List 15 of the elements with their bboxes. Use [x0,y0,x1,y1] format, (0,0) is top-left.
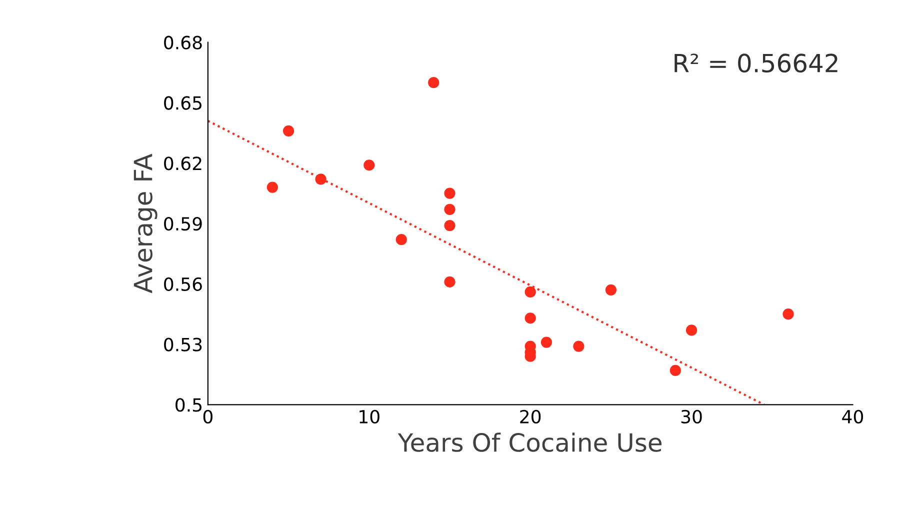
x-tick-label: 10 [360,410,380,424]
y-tick-label: 0.56 [164,277,202,292]
y-tick-label: 0.59 [164,216,202,231]
y-tick-label: 0.53 [164,338,202,352]
y-axis-title: Average FA [134,154,158,294]
x-axis-title: Years Of Cocaine Use [398,432,662,452]
y-tick-label: 0.65 [164,96,202,110]
x-tick-label: 40 [842,410,864,424]
y-tick-label: 0.5 [176,398,202,412]
y-tick-label: 0.68 [164,36,202,50]
x-tick-label: 30 [681,410,702,424]
x-tick-label: 0 [203,410,212,424]
y-tick-label: 0.62 [164,156,202,170]
annotation: R² = 0.56642 [674,54,838,73]
x-tick-label: 20 [520,410,541,424]
